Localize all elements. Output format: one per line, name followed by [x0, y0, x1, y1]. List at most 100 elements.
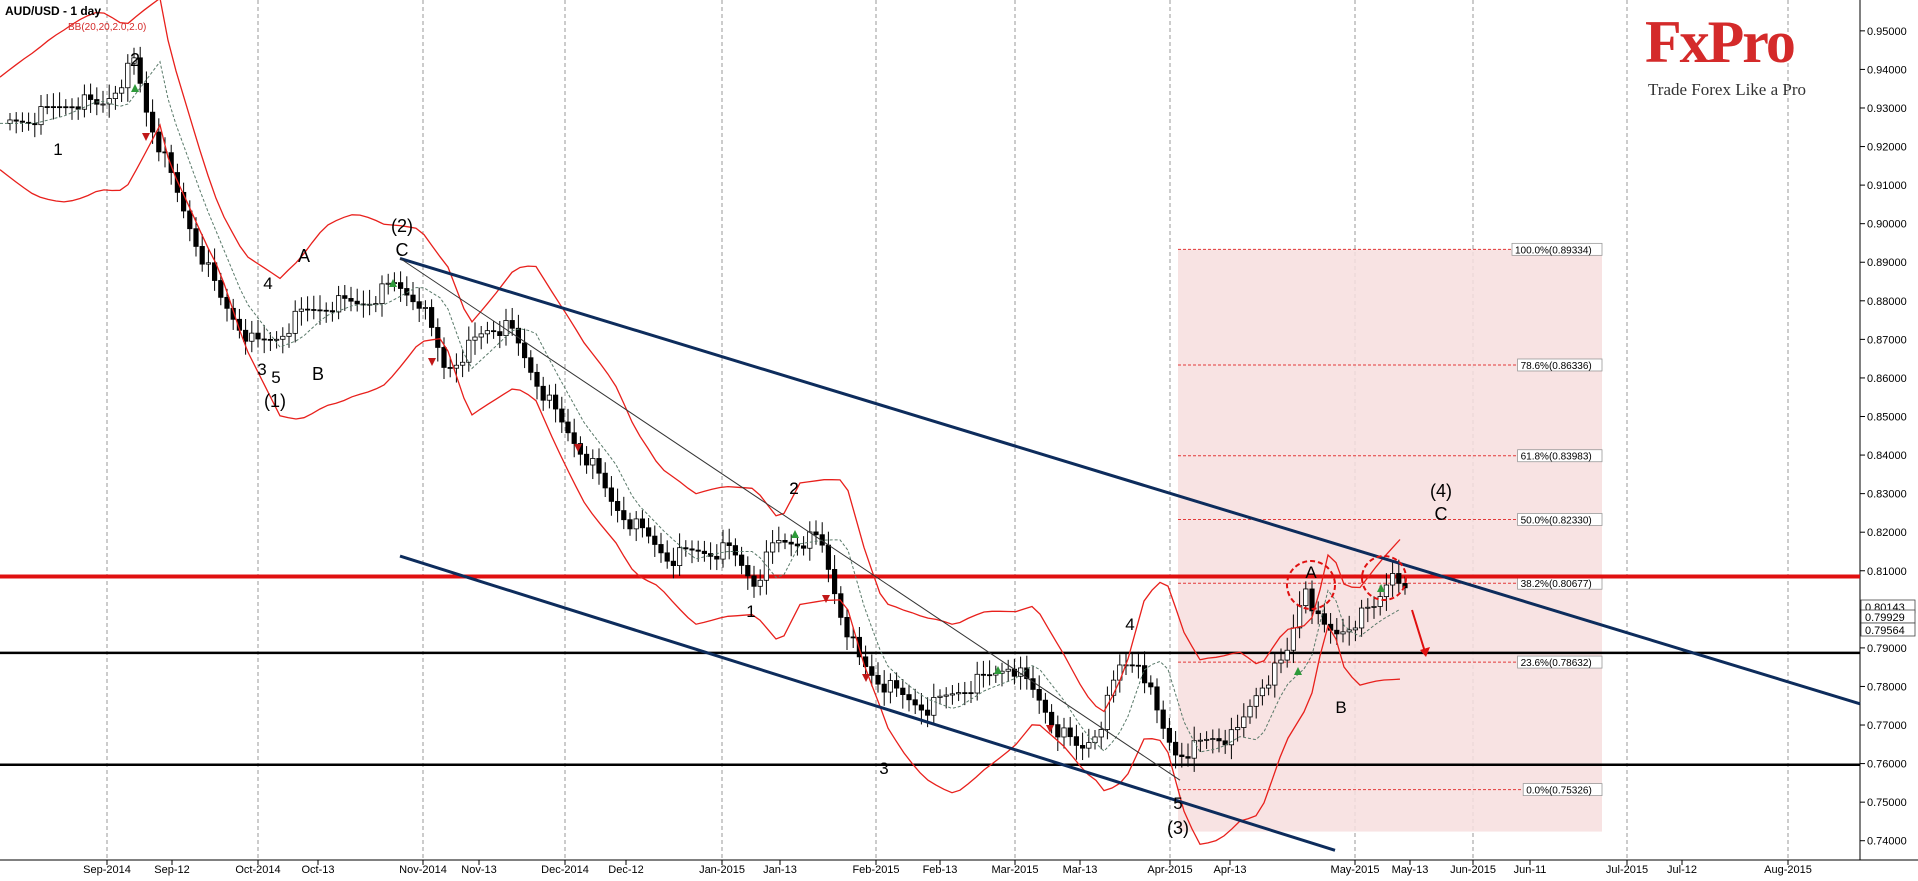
y-tick-label: 0.75000: [1867, 797, 1907, 809]
candle-body: [844, 616, 850, 638]
candle-body: [193, 228, 199, 247]
candle-body: [788, 541, 794, 545]
x-tick-label: Mar-2015: [991, 864, 1038, 876]
candle-body: [546, 394, 553, 401]
candle-body: [770, 542, 776, 553]
fib-label-box: [1517, 655, 1603, 669]
candle-body: [180, 191, 187, 212]
sell-signal-marker: [142, 133, 150, 141]
candle-body: [1210, 738, 1216, 740]
fib-level-label: 38.2%(0.80677): [1521, 579, 1592, 590]
candle-body: [689, 548, 695, 551]
channel-upper-line: [399, 256, 1861, 706]
candle-body: [137, 57, 143, 84]
candle-body: [739, 554, 745, 566]
candle-body: [218, 280, 224, 298]
candle-body: [441, 347, 447, 368]
candle-body: [435, 327, 441, 348]
y-tick-label: 0.91000: [1867, 180, 1907, 192]
candle-body: [1049, 711, 1055, 726]
candle-body: [801, 545, 807, 549]
y-tick-label: 0.90000: [1867, 219, 1907, 231]
candle-body: [25, 121, 32, 124]
candle-body: [956, 692, 962, 695]
x-tick-label: Feb-13: [923, 864, 958, 876]
candle-body: [1086, 742, 1092, 749]
candle-body: [1340, 631, 1346, 635]
candle-body: [143, 82, 149, 113]
candle-body: [32, 123, 38, 126]
x-tick-label: Jan-2015: [699, 864, 745, 876]
candle-body: [602, 472, 608, 489]
candle-body: [335, 295, 342, 313]
candle-body: [298, 308, 305, 312]
candle-body: [559, 408, 565, 423]
candle-body: [416, 301, 422, 309]
candle-body: [683, 547, 689, 550]
candle-body: [1371, 606, 1377, 608]
candle-body: [211, 262, 218, 281]
price-tag-value: 0.79564: [1865, 625, 1905, 637]
candle-body: [428, 307, 435, 328]
candle-body: [267, 338, 274, 341]
fib-level-label: 0.0%(0.75326): [1526, 786, 1592, 797]
wave-label: B: [1335, 698, 1346, 717]
candle-body: [1383, 584, 1389, 598]
candle-body: [726, 542, 732, 546]
candle-body: [838, 593, 844, 618]
wave-label: 3: [879, 759, 888, 778]
candle-body: [732, 545, 739, 556]
candle-body: [1073, 736, 1079, 746]
candle-body: [354, 300, 360, 305]
x-tick-label: Oct-13: [301, 864, 334, 876]
candle-body: [1080, 745, 1086, 749]
candle-body: [813, 531, 819, 536]
candle-body: [422, 307, 429, 309]
candle-body: [652, 535, 658, 545]
candle-body: [906, 694, 912, 701]
y-tick-label: 0.89000: [1867, 257, 1907, 269]
candle-body: [1160, 709, 1166, 729]
x-tick-label: Nov-2014: [399, 864, 447, 876]
candle-body: [943, 694, 949, 697]
buy-signal-marker: [994, 666, 1002, 674]
y-tick-label: 0.78000: [1867, 681, 1907, 693]
wave-label: 5: [271, 368, 280, 387]
candle-body: [633, 518, 639, 530]
candle-body: [608, 487, 615, 502]
fib-label-box: [1517, 513, 1603, 526]
buy-signal-marker: [791, 530, 799, 538]
x-tick-label: Nov-13: [461, 864, 496, 876]
x-tick-label: Jul-2015: [1606, 864, 1648, 876]
candle-body: [1179, 754, 1185, 758]
candle-body: [249, 332, 255, 342]
candle-body: [453, 364, 460, 369]
wave-label: A: [298, 246, 310, 266]
candle-body: [323, 309, 329, 312]
candle-body: [1055, 724, 1061, 738]
candle-body: [1129, 664, 1135, 667]
wave-label: (3): [1167, 818, 1189, 838]
candle-body: [540, 385, 546, 401]
candle-body: [887, 680, 894, 693]
candle-body: [962, 692, 968, 695]
candle-body: [88, 94, 94, 100]
x-tick-label: Apr-2015: [1147, 864, 1192, 876]
x-tick-label: Apr-13: [1213, 864, 1246, 876]
x-tick-label: Mar-13: [1063, 864, 1098, 876]
candle-body: [1290, 627, 1296, 651]
y-tick-label: 0.86000: [1867, 373, 1907, 385]
candle-body: [1377, 596, 1383, 607]
candle-body: [149, 111, 156, 133]
candle-body: [1222, 740, 1228, 746]
x-tick-label: Dec-2014: [541, 864, 589, 876]
wave-label: (1): [264, 391, 286, 411]
candle-body: [565, 421, 571, 434]
brand-tagline: Trade Forex Like a Pro: [1648, 80, 1807, 99]
indicator-label: BB(20,20,2.0,2.0): [68, 22, 147, 33]
candle-body: [261, 338, 267, 341]
fib-label-box: [1522, 783, 1603, 796]
sell-signal-marker: [862, 674, 870, 682]
candle-body: [38, 106, 44, 126]
candle-body: [646, 527, 652, 537]
